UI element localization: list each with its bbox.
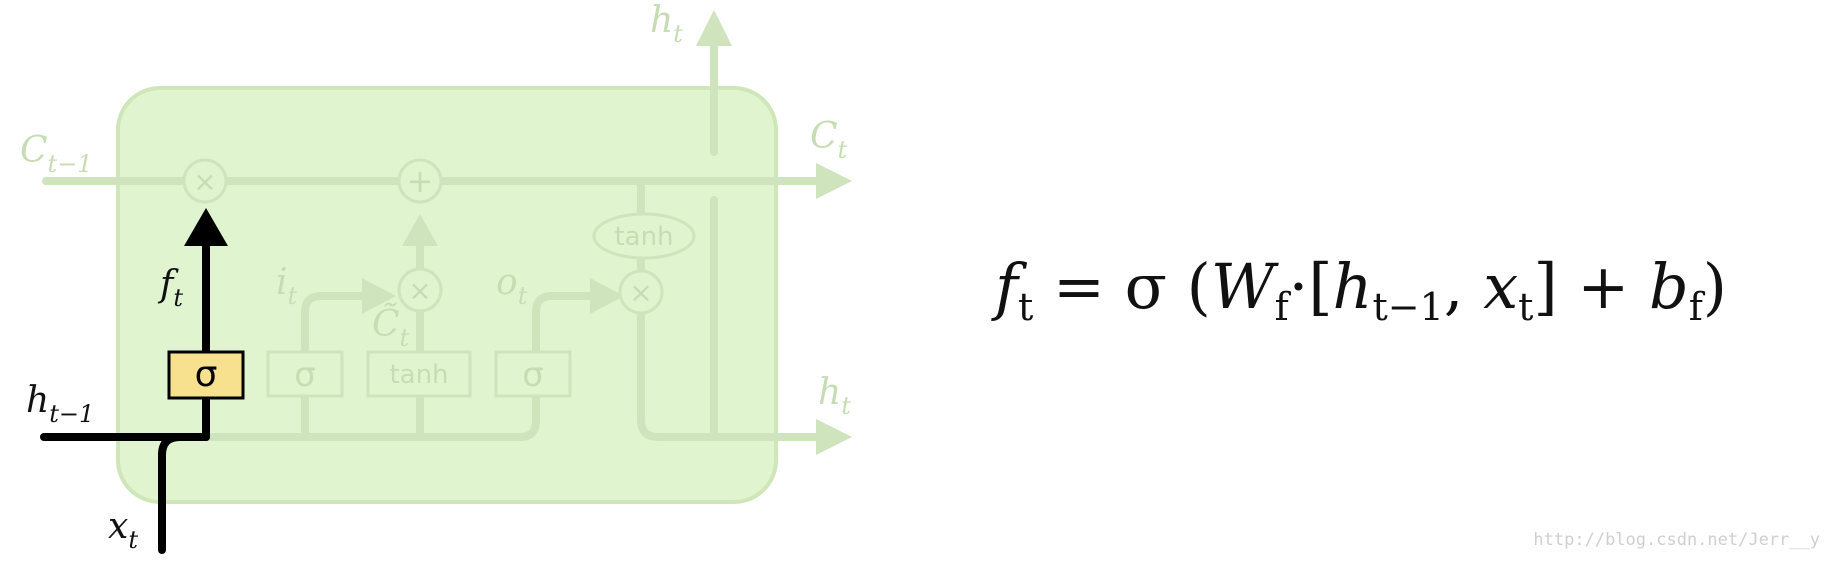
output-multiply-symbol: × <box>629 276 652 309</box>
output-multiply-op <box>618 269 664 315</box>
c-out-label: Ct <box>810 116 848 164</box>
watermark: http://blog.csdn.net/Jerr__y <box>1533 530 1820 550</box>
forget-sigma-box <box>167 350 245 400</box>
forget-sigma-symbol: σ <box>195 354 218 395</box>
input-sigma-box <box>266 350 344 398</box>
h-prev-label: ht−1 <box>26 380 94 428</box>
output-down-path <box>637 308 824 441</box>
forget-multiply-symbol: × <box>193 165 216 198</box>
hidden-top-arrowhead <box>696 10 732 46</box>
c-tilde-label: C̃t <box>372 303 410 352</box>
input-multiply-symbol: × <box>408 274 431 307</box>
tanh-candidate-box <box>366 350 472 398</box>
input-multiply-op <box>397 267 443 313</box>
lstm-forget-gate-diagram: × + × × tanh σ tanh σ Ct−1 Ct ht ht it o… <box>20 0 852 554</box>
o-gate-label: ot <box>496 262 528 310</box>
lstm-cell-body <box>116 86 778 504</box>
input-gate-arrowhead <box>362 278 396 314</box>
output-sigma-symbol: σ <box>522 355 544 395</box>
candidate-arrowhead <box>402 214 438 246</box>
hidden-out-arrowhead <box>816 419 852 455</box>
output-gate-arrowhead <box>590 278 624 314</box>
forget-gate-arrowhead <box>184 208 228 246</box>
tanh-output-label: tanh <box>614 222 673 252</box>
forget-multiply-op <box>182 158 228 204</box>
x-input-line <box>158 433 184 554</box>
h-right-label: ht <box>818 372 851 420</box>
input-sigma-symbol: σ <box>294 355 316 395</box>
input-gate-path <box>301 292 386 441</box>
plus-op <box>397 158 443 204</box>
x-input-label: xt <box>108 506 138 554</box>
h-top-label: ht <box>650 0 683 48</box>
plus-symbol: + <box>407 162 434 200</box>
tanh-output-op <box>592 212 696 260</box>
c-prev-label: Ct−1 <box>20 130 93 178</box>
output-sigma-box <box>494 350 572 398</box>
cell-state-arrowhead <box>816 163 852 199</box>
tanh-candidate-label: tanh <box>389 360 448 390</box>
forget-gate-equation: ft = σ (Wf·[ht−1, xt] + bf) <box>995 250 1727 330</box>
i-gate-label: it <box>276 262 298 310</box>
